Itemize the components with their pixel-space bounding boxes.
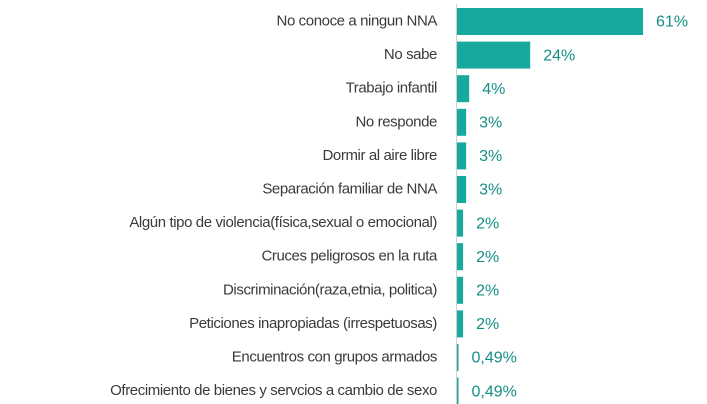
category-label: Cruces peligrosos en la ruta <box>261 248 438 265</box>
bar <box>457 108 467 136</box>
bar <box>457 41 531 69</box>
bar <box>457 276 464 304</box>
value-label: 4% <box>482 81 505 98</box>
value-label: 3% <box>479 148 502 165</box>
bar <box>457 344 459 371</box>
bar <box>457 243 464 271</box>
value-label: 3% <box>479 115 502 132</box>
category-label: Discriminación(raza,etnia, politica) <box>223 281 437 298</box>
bar <box>457 377 459 404</box>
bar <box>457 176 467 203</box>
category-label: No conoce a ningun NNA <box>277 12 438 29</box>
bar <box>457 75 470 103</box>
value-label: 2% <box>476 249 499 266</box>
value-label: 3% <box>479 182 502 199</box>
category-label: Dormir al aire libre <box>322 147 437 164</box>
value-label: 2% <box>476 316 499 333</box>
bar <box>457 8 644 35</box>
category-label: Peticiones inapropiadas (irrespetuosas) <box>189 315 437 332</box>
bar <box>457 142 467 170</box>
value-label: 2% <box>476 283 499 300</box>
value-label: 0,49% <box>472 383 517 400</box>
bar <box>457 310 464 338</box>
value-label: 24% <box>543 47 575 64</box>
category-label: Trabajo infantil <box>346 80 437 97</box>
category-label: Separación familiar de NNA <box>262 180 437 197</box>
value-label: 61% <box>656 14 688 31</box>
category-label: Encuentros con grupos armados <box>232 348 437 365</box>
category-label: No sabe <box>384 46 437 63</box>
category-label: No responde <box>356 113 438 130</box>
value-label: 0,49% <box>472 350 517 367</box>
category-label: Ofrecimiento de bienes y servcios a camb… <box>110 382 437 399</box>
category-label: Algún tipo de violencia(física,sexual o … <box>129 214 437 231</box>
value-label: 2% <box>476 215 499 232</box>
bar <box>457 209 464 237</box>
